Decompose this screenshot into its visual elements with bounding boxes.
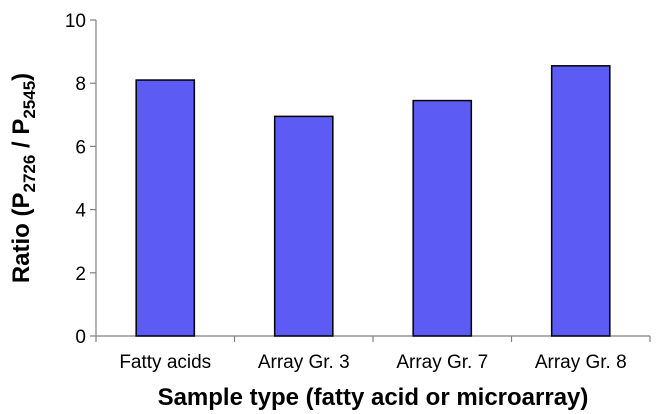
bars — [135, 65, 611, 337]
x-tick-label: Array Gr. 8 — [535, 352, 627, 373]
y-tick-label: 8 — [75, 74, 86, 95]
x-tick-label: Array Gr. 3 — [258, 352, 350, 373]
y-axis-title-sub2: 2545 — [20, 81, 39, 119]
y-axis-title: Ratio (P2726 / P2545) — [8, 73, 39, 283]
y-ticks: 0 2 4 6 8 10 — [65, 11, 96, 348]
bar-array-gr-8 — [550, 65, 611, 337]
y-tick-label: 10 — [65, 11, 86, 32]
y-axis-title-suffix: ) — [8, 73, 35, 81]
bar-fatty-acids — [135, 79, 196, 337]
y-tick-label: 4 — [75, 201, 86, 222]
y-axis-title-sub1: 2726 — [20, 155, 39, 193]
bar-array-gr-7 — [412, 99, 473, 337]
x-tick-label: Array Gr. 7 — [396, 352, 488, 373]
x-tick-labels: Fatty acids Array Gr. 3 Array Gr. 7 Array G… — [95, 336, 651, 373]
x-tick-label: Fatty acids — [119, 352, 211, 373]
y-tick-label: 2 — [75, 264, 86, 285]
y-axis-title-middle: / P — [8, 119, 35, 155]
bar-array-gr-3 — [273, 115, 334, 337]
y-axis-title-prefix: Ratio (P — [8, 193, 35, 284]
y-tick-label: 6 — [75, 137, 86, 158]
x-axis-title: Sample type (fatty acid or microarray) — [158, 384, 589, 411]
y-tick-label: 0 — [75, 327, 86, 348]
